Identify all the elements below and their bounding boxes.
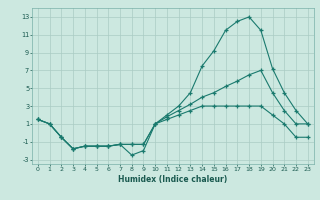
X-axis label: Humidex (Indice chaleur): Humidex (Indice chaleur) [118, 175, 228, 184]
